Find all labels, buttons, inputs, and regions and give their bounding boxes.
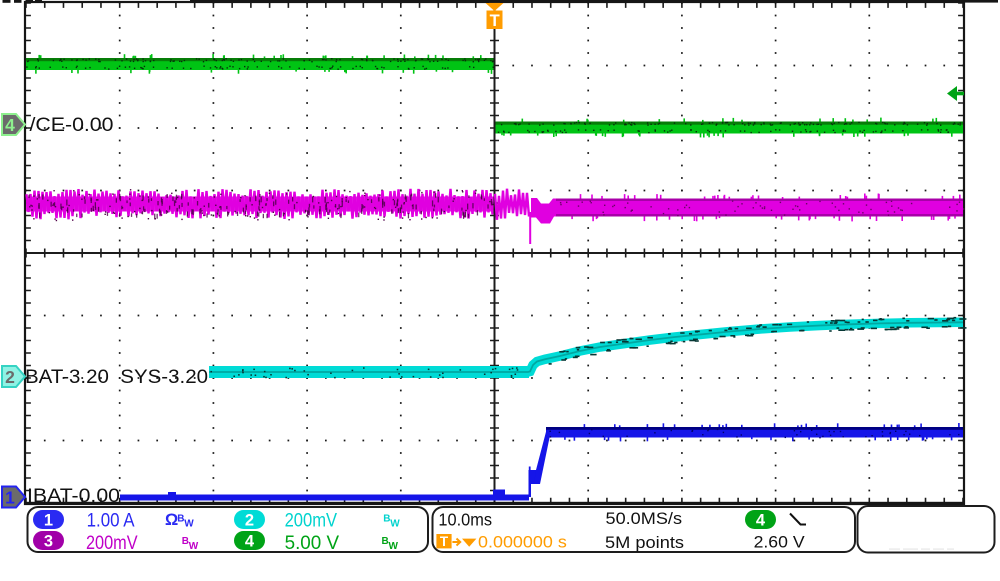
- svg-text:B: B: [177, 513, 184, 524]
- svg-text:W: W: [390, 519, 400, 530]
- svg-text:IBAT-0.00: IBAT-0.00: [27, 486, 120, 507]
- svg-text:5.00 V: 5.00 V: [285, 532, 340, 554]
- svg-text:W: W: [184, 519, 194, 530]
- svg-text:Ω: Ω: [165, 511, 178, 529]
- svg-text:3: 3: [44, 533, 53, 551]
- svg-text:5M points: 5M points: [605, 533, 684, 552]
- svg-text:2: 2: [5, 367, 15, 387]
- svg-text:0.000000 s: 0.000000 s: [478, 533, 567, 552]
- svg-text:200mV: 200mV: [86, 532, 138, 554]
- svg-text:B: B: [182, 536, 189, 547]
- svg-text:B: B: [382, 536, 389, 547]
- svg-text:B: B: [383, 513, 390, 524]
- svg-text:1.00 A: 1.00 A: [87, 510, 136, 532]
- svg-text:4: 4: [5, 115, 15, 135]
- svg-text:50.0MS/s: 50.0MS/s: [606, 509, 683, 528]
- svg-text:2: 2: [245, 512, 254, 530]
- svg-text:2.60 V: 2.60 V: [754, 533, 806, 552]
- svg-text:W: W: [189, 541, 199, 552]
- svg-text:/CE-0.00: /CE-0.00: [30, 115, 114, 136]
- svg-text:1: 1: [5, 487, 15, 507]
- svg-text:BAT-3.20 SYS-3.20: BAT-3.20 SYS-3.20: [25, 367, 208, 388]
- svg-text:10.0ms: 10.0ms: [438, 510, 492, 530]
- svg-text:1: 1: [44, 512, 53, 530]
- svg-text:4: 4: [245, 533, 255, 551]
- svg-text:200mV: 200mV: [285, 510, 338, 532]
- svg-text:4: 4: [756, 512, 766, 530]
- svg-text:T: T: [440, 534, 449, 549]
- svg-text:T: T: [490, 12, 500, 30]
- svg-text:W: W: [389, 541, 399, 552]
